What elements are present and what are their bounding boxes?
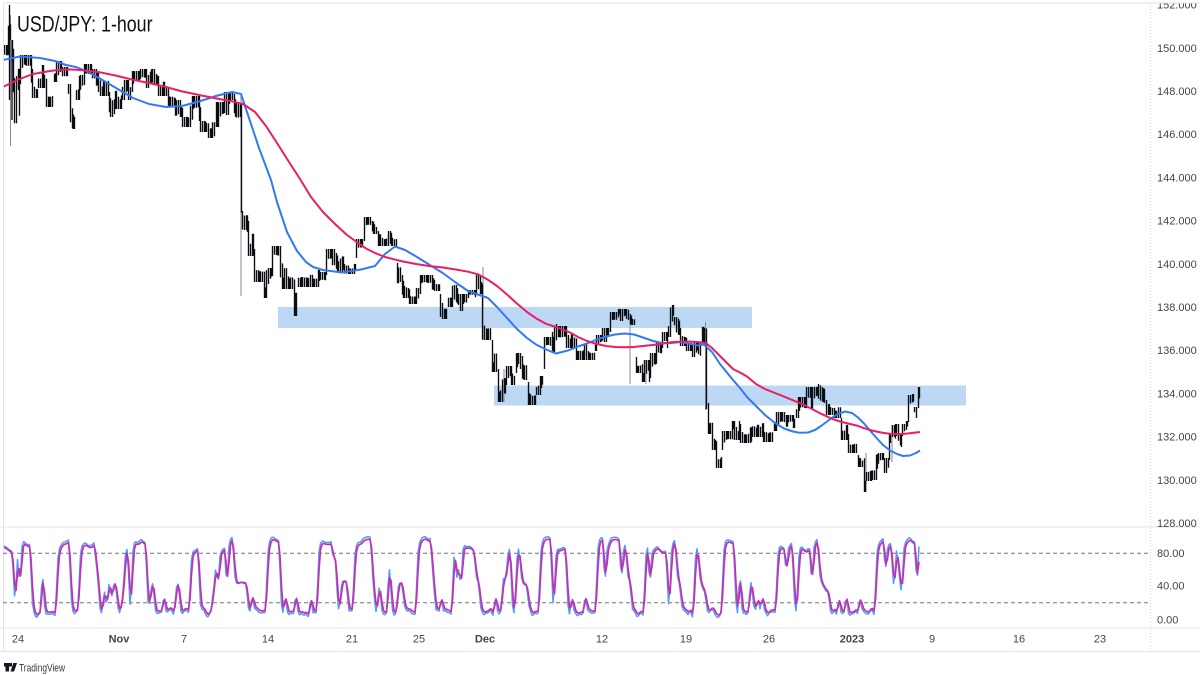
svg-text:21: 21 — [346, 634, 358, 646]
svg-text:2023: 2023 — [840, 634, 864, 646]
svg-text:144.000: 144.000 — [1157, 172, 1197, 184]
svg-text:19: 19 — [680, 634, 692, 646]
svg-text:25: 25 — [413, 634, 425, 646]
svg-text:128.000: 128.000 — [1157, 518, 1197, 530]
svg-text:Dec: Dec — [475, 634, 495, 646]
svg-text:24: 24 — [12, 634, 24, 646]
svg-text:TradingView: TradingView — [19, 662, 65, 674]
svg-text:Nov: Nov — [109, 634, 131, 646]
svg-text:12: 12 — [596, 634, 608, 646]
svg-text:USD/JPY: 1-hour: USD/JPY: 1-hour — [17, 12, 153, 37]
svg-text:148.000: 148.000 — [1157, 86, 1197, 98]
svg-text:150.000: 150.000 — [1157, 43, 1197, 55]
svg-text:146.000: 146.000 — [1157, 129, 1197, 141]
svg-text:9: 9 — [929, 634, 935, 646]
svg-text:16: 16 — [1013, 634, 1025, 646]
svg-text:80.00: 80.00 — [1157, 548, 1185, 560]
svg-text:14: 14 — [262, 634, 274, 646]
svg-text:142.000: 142.000 — [1157, 216, 1197, 228]
svg-text:134.000: 134.000 — [1157, 388, 1197, 400]
svg-text:138.000: 138.000 — [1157, 302, 1197, 314]
svg-text:0.00: 0.00 — [1157, 614, 1178, 626]
svg-text:132.000: 132.000 — [1157, 432, 1197, 444]
svg-text:136.000: 136.000 — [1157, 345, 1197, 357]
svg-text:130.000: 130.000 — [1157, 475, 1197, 487]
svg-text:23: 23 — [1094, 634, 1106, 646]
svg-text:26: 26 — [763, 634, 775, 646]
svg-text:140.000: 140.000 — [1157, 259, 1197, 271]
svg-text:7: 7 — [181, 634, 187, 646]
svg-text:40.00: 40.00 — [1157, 581, 1185, 593]
svg-text:152.000: 152.000 — [1157, 0, 1197, 12]
